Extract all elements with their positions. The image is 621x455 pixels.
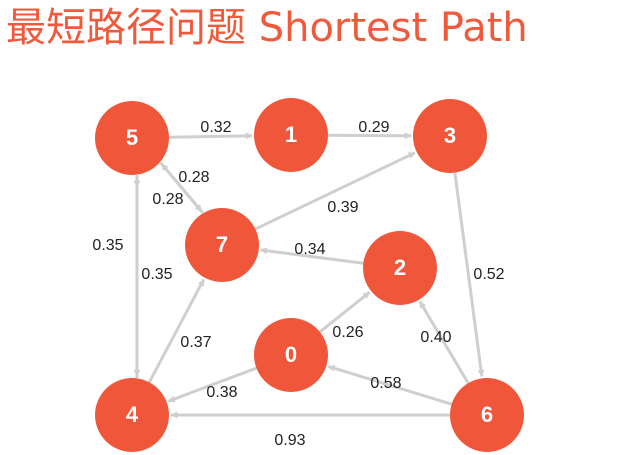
node-label-2: 2 [394, 255, 406, 280]
node-6: 6 [450, 378, 524, 452]
edge-6-to-0 [327, 364, 453, 406]
edge-0-to-4 [167, 366, 257, 403]
node-3: 3 [413, 99, 487, 173]
node-circle-6 [450, 378, 524, 452]
node-label-6: 6 [481, 402, 493, 427]
page-title: 最短路径问题 Shortest Path [6, 5, 528, 51]
node-label-4: 4 [126, 402, 139, 427]
edge-2-to-7 [259, 247, 364, 265]
edge-4-to-7 [147, 278, 206, 384]
edge-weight-4-to-5: 0.35 [141, 266, 172, 283]
edge-1-to-3 [327, 132, 412, 140]
node-4: 4 [95, 378, 169, 452]
node-2: 2 [363, 231, 437, 305]
edge-weight-0-to-2: 0.26 [332, 324, 363, 341]
node-circle-5 [95, 101, 169, 175]
edges-layer [133, 132, 485, 419]
node-label-3: 3 [444, 123, 456, 148]
node-circle-0 [254, 318, 328, 392]
node-label-7: 7 [216, 232, 228, 257]
edge-weight-6-to-0: 0.58 [370, 375, 401, 392]
node-circle-1 [254, 98, 328, 172]
node-0: 0 [254, 318, 328, 392]
nodes-layer: 5 1 3 7 2 0 4 6 [95, 98, 524, 452]
edge-weight-2-to-7: 0.34 [294, 241, 325, 258]
node-circle-4 [95, 378, 169, 452]
edge-6-to-2 [418, 300, 470, 384]
node-circle-3 [413, 99, 487, 173]
edge-weight-5-to-1: 0.32 [200, 119, 231, 136]
edge-weight-0-to-4: 0.38 [206, 384, 237, 401]
edge-weight-7-to-3: 0.39 [327, 199, 358, 216]
edge-weight-4-to-7: 0.37 [180, 334, 211, 351]
node-label-0: 0 [285, 342, 297, 367]
edge-3-to-6 [453, 172, 485, 378]
edge-weight-7-to-5: 0.28 [152, 191, 183, 208]
node-label-1: 1 [285, 122, 297, 147]
edge-weight-6-to-4: 0.93 [274, 432, 305, 449]
edge-labels-layer: 0.32 0.29 0.28 0.28 0.39 0.35 0.35 0.34 0.52 0.37… [92, 119, 504, 449]
edge-weight-3-to-6: 0.52 [473, 266, 504, 283]
edge-0-to-2 [318, 291, 371, 334]
edge-weight-6-to-2: 0.40 [420, 329, 451, 346]
node-circle-7 [185, 208, 259, 282]
edge-7-to-3 [254, 151, 416, 231]
node-1: 1 [254, 98, 328, 172]
edge-weight-5-to-4: 0.35 [92, 237, 123, 254]
edge-5-to-1 [168, 132, 253, 140]
node-label-5: 5 [126, 125, 138, 150]
edge-7-to-5 [160, 163, 204, 214]
node-circle-2 [363, 231, 437, 305]
node-5: 5 [95, 101, 169, 175]
edge-weight-5-to-7: 0.28 [178, 169, 209, 186]
node-7: 7 [185, 208, 259, 282]
edge-weight-1-to-3: 0.29 [358, 119, 389, 136]
